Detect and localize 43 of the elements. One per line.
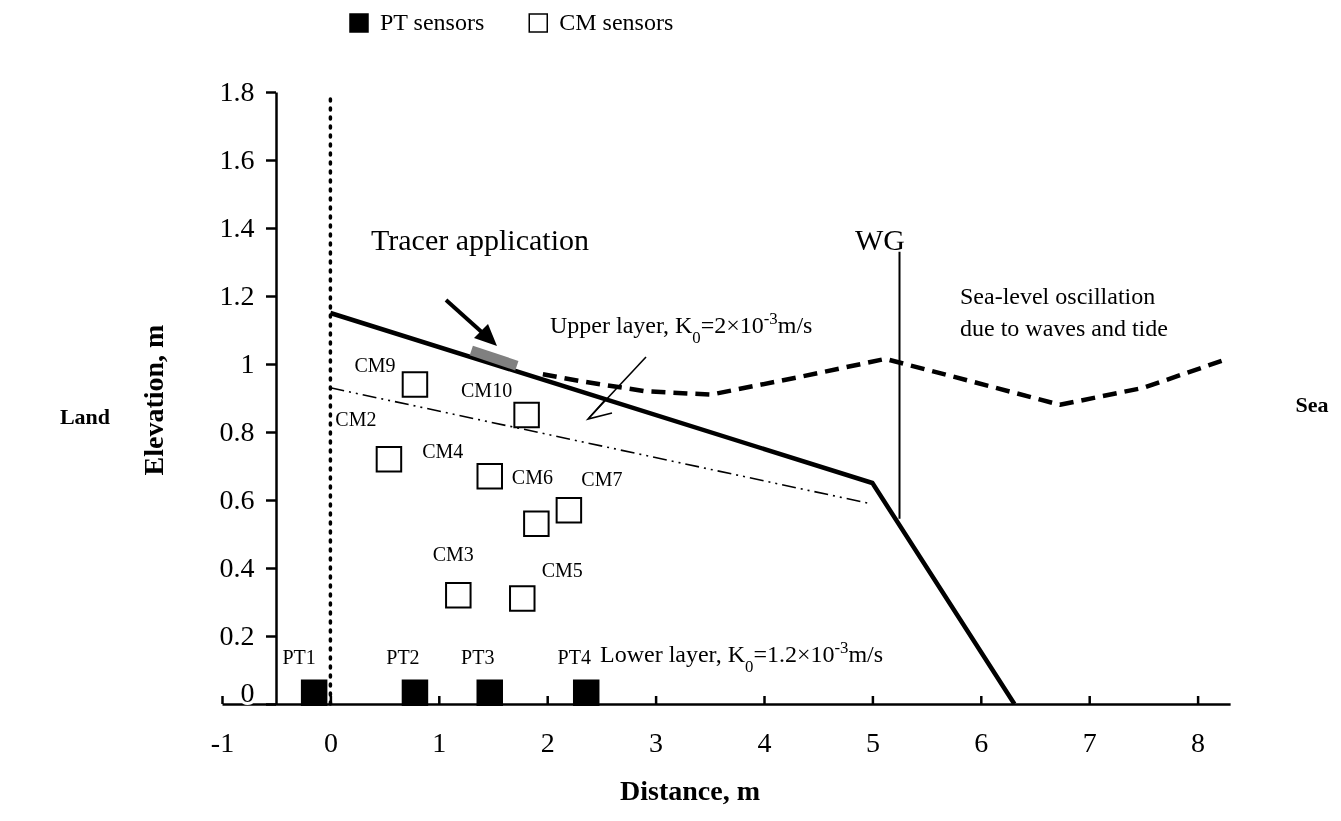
data-label: PT1	[282, 645, 316, 668]
x-tick-label: 0	[323, 726, 338, 758]
x-tick-label: 5	[865, 726, 880, 758]
data-label: PT4	[557, 645, 591, 668]
y-tick-label: 0.2	[219, 620, 255, 652]
y-tick-label: 0	[240, 676, 255, 708]
data-label: CM2	[335, 408, 377, 431]
y-tick-label: 1.6	[219, 144, 255, 176]
y-axis-title: Elevation, m	[138, 324, 169, 476]
y-tick-label: 0.4	[219, 552, 255, 584]
data-label: PT2	[386, 645, 420, 668]
y-tick-label: 1	[240, 348, 255, 380]
text: Land	[59, 404, 111, 429]
y-tick-label: 0.6	[219, 484, 255, 516]
x-tick-label: -1	[210, 726, 235, 758]
x-tick-label: 3	[649, 726, 664, 758]
data-label: CM4	[422, 440, 464, 463]
y-tick-label: 1.8	[219, 76, 255, 108]
data-label: PT3	[461, 645, 495, 668]
data-label: CM6	[511, 465, 553, 488]
x-tick-label: 6	[974, 726, 989, 758]
x-axis-title: Distance, m	[620, 775, 760, 806]
data-label: CM7	[581, 468, 623, 491]
annotation: Lower layer, K$_{0}$=1.2×10$^{-3}$m/s	[600, 637, 884, 676]
annotation: Sea-level oscillation due to waves and tide	[960, 283, 1168, 342]
x-tick-label: 4	[757, 726, 772, 758]
y-tick-label: 0.8	[219, 416, 255, 448]
text: Sea	[1295, 392, 1329, 417]
data-label: CM9	[354, 354, 396, 377]
data-label: CM3	[432, 543, 474, 566]
annotation: WG	[855, 223, 905, 256]
x-tick-label: 2	[540, 726, 555, 758]
data-label: CM5	[541, 558, 583, 581]
x-tick-label: 8	[1191, 726, 1206, 758]
legend-label: PT sensors	[380, 9, 485, 35]
annotation: Upper layer, K$_{0}$=2×10$^{-3}$m/s	[550, 308, 813, 347]
annotation: Tracer application	[371, 223, 589, 256]
data-label: CM10	[461, 379, 513, 401]
y-tick-label: 1.4	[219, 212, 255, 244]
legend-label: CM sensors	[559, 9, 674, 35]
x-tick-label: 1	[432, 726, 447, 758]
x-tick-label: 7	[1082, 726, 1097, 758]
y-tick-label: 1.2	[219, 280, 255, 312]
